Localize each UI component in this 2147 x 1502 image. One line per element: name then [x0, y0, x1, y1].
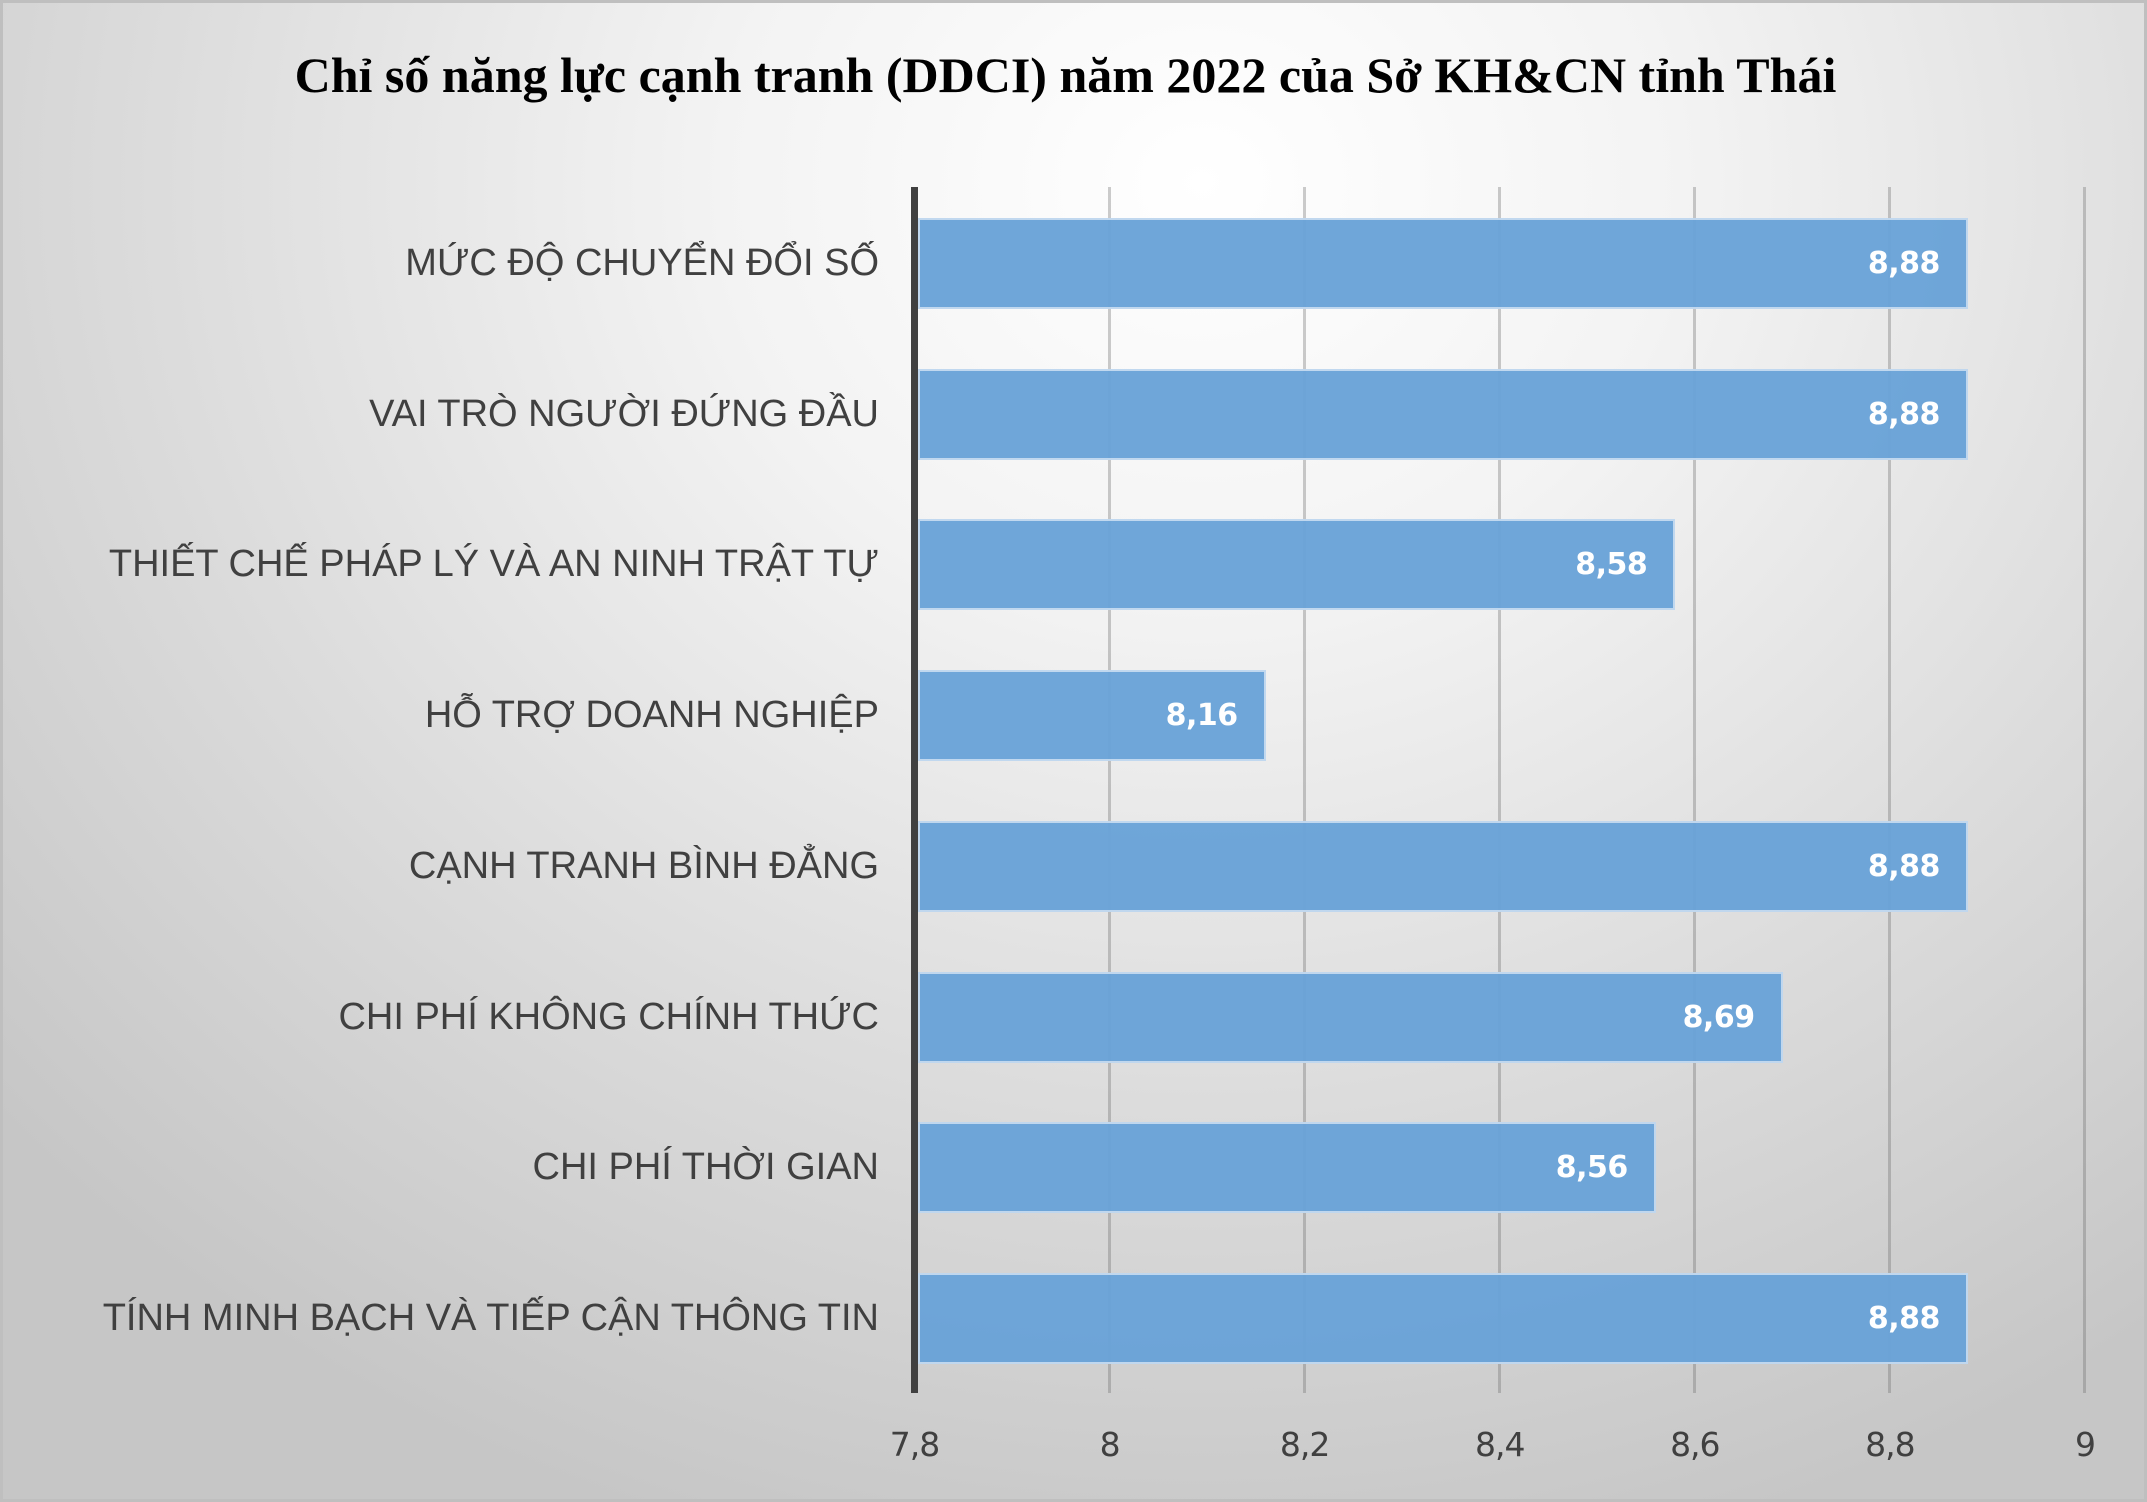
x-tick-label: 7,8 — [889, 1425, 940, 1464]
bar: 8,88 — [918, 1272, 1968, 1364]
category-label: HỖ TRỢ DOANH NGHIỆP — [424, 694, 879, 737]
gridline — [1108, 187, 1112, 1393]
bar-value-label: 8,56 — [1555, 1150, 1629, 1186]
gridline — [2083, 187, 2087, 1393]
category-label: VAI TRÒ NGƯỜI ĐỨNG ĐẦU — [369, 392, 879, 435]
category-label: CHI PHÍ KHÔNG CHÍNH THỨC — [338, 995, 879, 1038]
bar-value-label: 8,88 — [1867, 396, 1941, 432]
gridline — [1693, 187, 1697, 1393]
bar-value-label: 8,58 — [1575, 547, 1648, 583]
category-label: TÍNH MINH BẠCH VÀ TIẾP CẬN THÔNG TIN — [102, 1296, 879, 1339]
bar: 8,16 — [918, 670, 1266, 762]
plot-area: 8,88 MỨC ĐỘ CHUYỂN ĐỔI SỐ 8,88 VAI TRÒ NGƯỜ… — [3, 3, 2144, 1499]
bar: 8,69 — [918, 971, 1783, 1063]
gridline — [1888, 187, 1892, 1393]
category-label: CẠNH TRANH BÌNH ĐẲNG — [408, 844, 879, 887]
chart-title: Chỉ số năng lực cạnh tranh (DDCI) năm 20… — [294, 47, 1837, 103]
y-axis-line — [911, 187, 918, 1393]
bar-value-label: 8,88 — [1867, 1300, 1941, 1336]
bar-value-label: 8,88 — [1867, 246, 1941, 281]
category-label: THIẾT CHẾ PHÁP LÝ VÀ AN NINH TRẬT TỰ — [108, 543, 879, 586]
x-tick-label: 9 — [2074, 1425, 2096, 1464]
x-tick-label: 8,2 — [1279, 1425, 1330, 1464]
gridline — [1498, 187, 1502, 1393]
x-tick-label: 8,4 — [1474, 1425, 1525, 1464]
bar-value-label: 8,69 — [1682, 999, 1756, 1035]
category-label: CHI PHÍ THỜI GIAN — [532, 1146, 879, 1189]
x-tick-label: 8 — [1099, 1425, 1121, 1464]
bar: 8,88 — [918, 820, 1968, 912]
bar: 8,58 — [918, 519, 1676, 611]
bar: 8,56 — [918, 1122, 1656, 1214]
bar: 8,88 — [918, 368, 1968, 460]
gridline — [1303, 187, 1307, 1393]
x-tick-label: 8,6 — [1670, 1425, 1720, 1464]
x-tick-label: 8,8 — [1865, 1425, 1915, 1464]
category-label: MỨC ĐỘ CHUYỂN ĐỔI SỐ — [405, 242, 879, 284]
bar-value-label: 8,88 — [1867, 848, 1941, 884]
bar: 8,88 — [918, 218, 1968, 309]
bar-value-label: 8,16 — [1165, 698, 1239, 734]
